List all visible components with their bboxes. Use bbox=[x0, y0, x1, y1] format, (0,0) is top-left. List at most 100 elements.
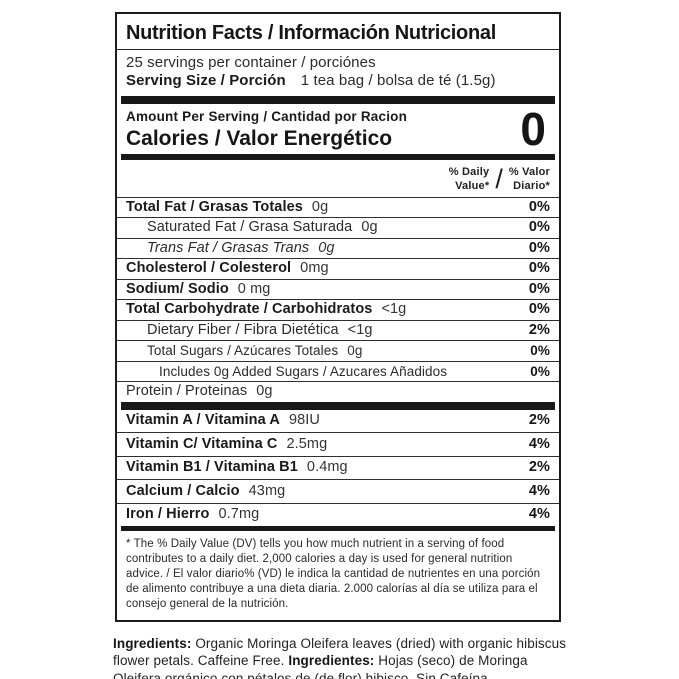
calories-value: 0 bbox=[520, 103, 546, 155]
nutrient-row-total-fat: Total Fat / Grasas Totales 0g 0% bbox=[117, 196, 559, 218]
divider-thick bbox=[121, 526, 555, 532]
vitamin-label-group: Vitamin C/ Vitamina C 2.5mg bbox=[126, 435, 328, 453]
nutrient-label-group: Protein / Proteinas 0g bbox=[126, 383, 273, 400]
nutrient-name: Sodium/ Sodio bbox=[126, 280, 229, 297]
amount-per-serving-label: Amount Per Serving / Cantidad por Racion bbox=[126, 109, 408, 124]
vitamin-amount: 2.5mg bbox=[286, 435, 328, 452]
nutrient-amount: 0g bbox=[318, 239, 335, 256]
nutrient-dv: 2% bbox=[528, 321, 550, 338]
vitamin-dv: 2% bbox=[528, 412, 550, 429]
nutrient-amount: 0g bbox=[256, 383, 273, 400]
nutrient-label-group: Cholesterol / Colesterol 0mg bbox=[126, 260, 329, 277]
nutrient-label-group: Total Fat / Grasas Totales 0g bbox=[126, 198, 329, 216]
daily-value-header-en: % Daily Value* bbox=[448, 166, 490, 193]
nutrient-label-group: Total Sugars / Azúcares Totales 0g bbox=[147, 343, 362, 359]
servings-per-container: 25 servings per container / porciónes bbox=[126, 54, 376, 71]
nutrient-row-total-carbohydrate: Total Carbohydrate / Carbohidratos <1g 0% bbox=[117, 299, 559, 320]
vitamin-name: Calcium / Calcio bbox=[126, 482, 240, 499]
daily-value-header: % Daily Value* / % Valor Diario* bbox=[117, 160, 559, 197]
nutrient-amount: 0mg bbox=[300, 260, 329, 277]
serving-size-value: 1 tea bag / bolsa de té (1.5g) bbox=[300, 72, 496, 89]
serving-size-label: Serving Size / Porción bbox=[126, 72, 286, 89]
nutrient-name: Protein / Proteinas bbox=[126, 383, 248, 400]
vitamin-name: Vitamin C/ Vitamina C bbox=[126, 435, 278, 452]
daily-value-footnote: * The % Daily Value (DV) tells you how m… bbox=[126, 538, 541, 610]
nutrient-row-saturated-fat: Saturated Fat / Grasa Saturada 0g 0% bbox=[117, 217, 559, 238]
nutrient-name: Saturated Fat / Grasa Saturada bbox=[147, 219, 353, 236]
calories-section: Amount Per Serving / Cantidad por Racion… bbox=[117, 104, 559, 154]
vitamin-dv: 4% bbox=[528, 506, 550, 523]
nutrient-row-cholesterol: Cholesterol / Colesterol 0mg 0% bbox=[117, 258, 559, 279]
vitamin-dv: 2% bbox=[528, 459, 550, 476]
daily-value-header-slash: / bbox=[495, 164, 503, 195]
nutrient-row-trans-fat: Trans Fat / Grasas Trans 0g 0% bbox=[117, 237, 559, 259]
nutrient-dv: 0% bbox=[530, 363, 550, 379]
ingredients-text-en: Organic Moringa Oleifera leaves (dried) … bbox=[113, 635, 567, 669]
vitamin-row-calcium: Calcium / Calcio 43mg 4% bbox=[117, 479, 559, 503]
nutrient-row-added-sugars: Includes 0g Added Sugars / Azucares Añad… bbox=[117, 360, 559, 382]
nutrient-name: Dietary Fiber / Fibra Dietética bbox=[147, 321, 339, 338]
nutrient-dv: 0% bbox=[528, 198, 550, 215]
nutrient-row-sodium: Sodium/ Sodio 0 mg 0% bbox=[117, 278, 559, 300]
nutrient-dv: 0% bbox=[528, 301, 550, 318]
divider-thick bbox=[121, 401, 555, 410]
nutrient-dv: 0% bbox=[528, 260, 550, 277]
nutrient-name: Total Fat / Grasas Totales bbox=[126, 198, 303, 215]
vitamin-label-group: Iron / Hierro 0.7mg bbox=[126, 506, 260, 523]
nutrient-label-group: Dietary Fiber / Fibra Dietética <1g bbox=[147, 321, 373, 339]
vitamin-name: Iron / Hierro bbox=[126, 506, 210, 523]
nutrient-amount: 0 mg bbox=[237, 280, 271, 297]
calories-label: Calories / Valor Energético bbox=[126, 127, 393, 150]
vitamin-label-group: Vitamin B1 / Vitamina B1 0.4mg bbox=[126, 459, 348, 476]
nutrient-dv: 0% bbox=[530, 343, 550, 359]
vitamin-name: Vitamin A / Vitamina A bbox=[126, 412, 280, 429]
nutrient-label-group: Sodium/ Sodio 0 mg bbox=[126, 280, 271, 298]
nutrient-amount: <1g bbox=[347, 321, 373, 338]
nutrient-name: Total Sugars / Azúcares Totales bbox=[147, 343, 339, 359]
vitamin-dv: 4% bbox=[528, 435, 550, 452]
vitamin-row-vitamin-a: Vitamin A / Vitamina A 98IU 2% bbox=[117, 410, 559, 433]
nutrient-amount: 0g bbox=[311, 198, 329, 215]
nutrient-name: Trans Fat / Grasas Trans bbox=[147, 239, 310, 256]
nutrient-amount: 0g bbox=[361, 219, 378, 236]
vitamin-row-iron: Iron / Hierro 0.7mg 4% bbox=[117, 502, 559, 527]
ingredients-text-es: Hojas (seco) de Moringa Oleifera orgánic… bbox=[113, 653, 528, 679]
nutrient-rows: Total Fat / Grasas Totales 0g 0% Saturate… bbox=[117, 196, 559, 402]
nutrient-name: Total Carbohydrate / Carbohidratos bbox=[126, 301, 373, 318]
ingredients-label-es: Ingredientes: bbox=[288, 653, 375, 669]
nutrient-dv: 0% bbox=[528, 280, 550, 297]
nutrient-amount: 0g bbox=[347, 343, 363, 359]
vitamin-amount: 43mg bbox=[248, 482, 286, 499]
divider-thick bbox=[121, 154, 555, 160]
nutrient-amount: <1g bbox=[381, 301, 407, 318]
ingredients-label-en: Ingredients: bbox=[113, 635, 192, 651]
nutrient-row-protein: Protein / Proteinas 0g bbox=[117, 381, 559, 402]
daily-value-header-es: % Valor Diario* bbox=[508, 166, 550, 193]
nutrient-row-dietary-fiber: Dietary Fiber / Fibra Dietética <1g 2% bbox=[117, 319, 559, 341]
panel-title: Nutrition Facts / Información Nutriciona… bbox=[117, 14, 559, 50]
vitamin-amount: 0.4mg bbox=[306, 459, 348, 476]
nutrient-label-group: Total Carbohydrate / Carbohidratos <1g bbox=[126, 301, 407, 318]
divider-thick bbox=[121, 96, 555, 104]
vitamin-label-group: Calcium / Calcio 43mg bbox=[126, 482, 286, 500]
nutrient-label-group: Saturated Fat / Grasa Saturada 0g bbox=[147, 219, 378, 236]
vitamin-amount: 98IU bbox=[288, 412, 320, 429]
vitamin-amount: 0.7mg bbox=[218, 506, 260, 523]
nutrition-facts-panel: Nutrition Facts / Información Nutriciona… bbox=[115, 12, 561, 622]
vitamin-row-vitamin-b1: Vitamin B1 / Vitamina B1 0.4mg 2% bbox=[117, 455, 559, 480]
ingredients-paragraph: Ingredients: Organic Moringa Oleifera le… bbox=[113, 635, 569, 679]
serving-size-row: Serving Size / Porción 1 tea bag / bolsa … bbox=[117, 72, 559, 96]
vitamin-row-vitamin-c: Vitamin C/ Vitamina C 2.5mg 4% bbox=[117, 432, 559, 456]
vitamin-rows: Vitamin A / Vitamina A 98IU 2% Vitamin C/… bbox=[117, 410, 559, 527]
nutrient-row-total-sugars: Total Sugars / Azúcares Totales 0g 0% bbox=[117, 340, 559, 361]
nutrient-dv: 0% bbox=[528, 219, 550, 236]
nutrient-name: Includes 0g Added Sugars / Azucares Añad… bbox=[159, 363, 448, 379]
vitamin-name: Vitamin B1 / Vitamina B1 bbox=[126, 459, 298, 476]
vitamin-dv: 4% bbox=[528, 482, 550, 499]
nutrient-name: Cholesterol / Colesterol bbox=[126, 260, 292, 277]
nutrient-label-group: Includes 0g Added Sugars / Azucares Añad… bbox=[159, 364, 456, 380]
nutrient-label-group: Trans Fat / Grasas Trans 0g bbox=[147, 239, 335, 257]
nutrient-dv: 0% bbox=[528, 239, 550, 256]
vitamin-label-group: Vitamin A / Vitamina A 98IU bbox=[126, 412, 320, 429]
